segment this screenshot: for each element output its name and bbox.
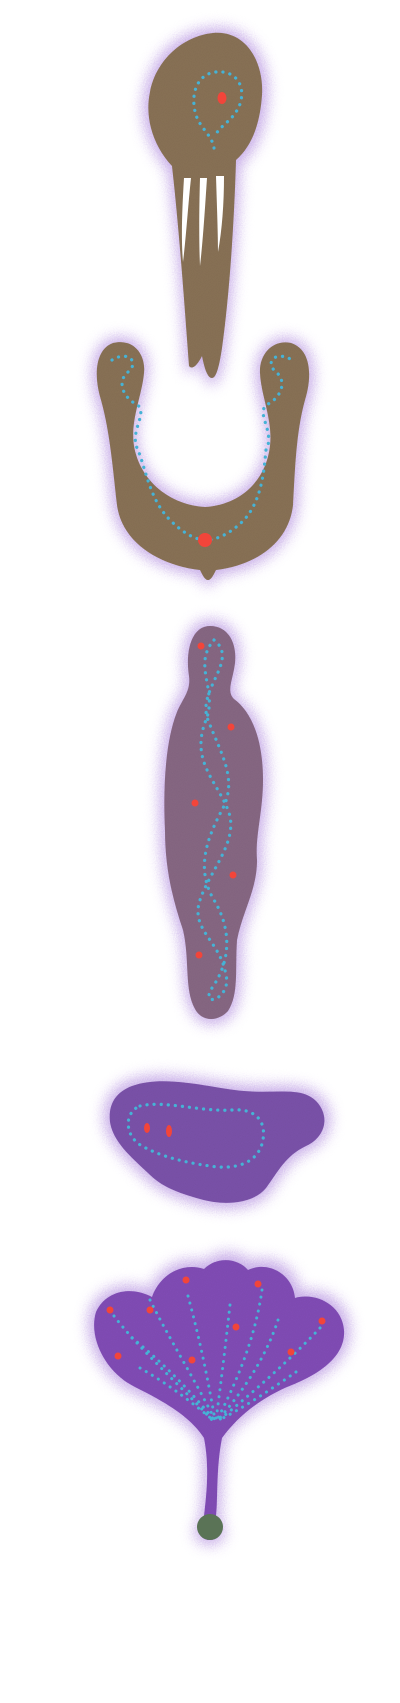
figure-5-body (94, 1260, 345, 1540)
figure-1-red-spot (217, 92, 227, 104)
figure-1-trident (142, 27, 269, 385)
figure-3-red-spot (227, 723, 235, 731)
figure-2-u-shape (92, 336, 314, 586)
figure-1-tentacle-gap (181, 176, 224, 266)
figure-5-red-spot (318, 1317, 326, 1325)
figure-1-body (148, 32, 263, 378)
figure-2-dotted-path (110, 354, 294, 542)
figure-5-red-spot (287, 1348, 295, 1356)
figure-2-red-spot (198, 533, 212, 547)
figure-3-red-spot (195, 951, 203, 959)
figure-3-body (164, 626, 263, 1020)
figure-4-body (109, 1081, 325, 1203)
figure-4-pebble (103, 1075, 331, 1209)
figure-5-red-spot (188, 1356, 196, 1364)
figure-5-red-spot (254, 1280, 262, 1288)
figure-3-red-spot (197, 642, 205, 650)
figure-5-red-spot (182, 1276, 190, 1284)
figure-3-red-spot (191, 799, 199, 807)
figure-1-dotted-path (192, 70, 244, 150)
figure-5-stem-knob (197, 1514, 223, 1540)
figure-4-red-spot (144, 1123, 150, 1133)
figure-4-red-spot (166, 1125, 172, 1137)
figure-3-red-spot (229, 871, 237, 879)
figure-5-red-spot (114, 1352, 122, 1360)
figure-5-dotted-veins (112, 1288, 322, 1422)
figure-5-red-spot (106, 1306, 114, 1314)
figure-5-red-spot (232, 1323, 240, 1331)
figure-5-ginkgo-leaf (88, 1252, 351, 1545)
figure-4-dotted-path (126, 1102, 265, 1169)
figure-5-red-spot (146, 1306, 154, 1314)
figure-3-vertical (159, 620, 268, 1025)
figure-2-body (96, 342, 310, 580)
